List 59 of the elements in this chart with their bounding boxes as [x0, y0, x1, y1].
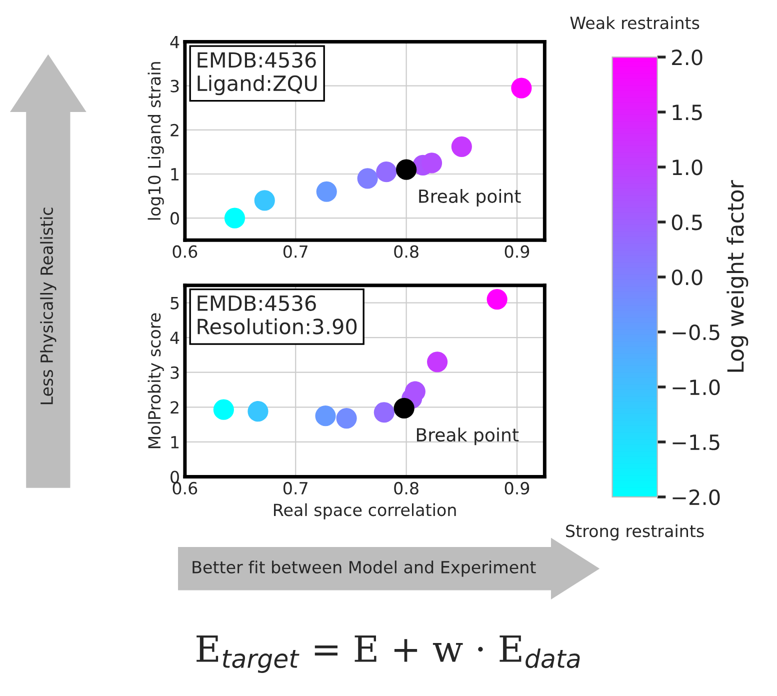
y-tick-label: 4	[170, 332, 180, 344]
point	[254, 190, 275, 211]
color-bar-label: 0.0	[672, 269, 702, 286]
annotation: EMDB:4536 Resolution:3.90	[198, 295, 357, 334]
annotation: EMDB:4536 Ligand:ZQU	[198, 52, 317, 96]
point	[224, 208, 246, 228]
point	[315, 406, 336, 426]
y-tick-label: 1	[171, 168, 179, 180]
point	[394, 398, 414, 419]
y-tick-label: 5	[170, 296, 179, 310]
y-tick-label: 1	[171, 436, 179, 448]
x-tick-label: 0.8	[394, 245, 418, 258]
x-tick-label: 0.6	[172, 245, 198, 258]
text: Strong restraints	[566, 524, 704, 541]
y-tick-label: 0	[170, 470, 179, 484]
y-tick-label: 2	[170, 401, 178, 414]
point	[316, 181, 337, 202]
point	[396, 159, 417, 180]
color-bar-label: 1.0	[672, 159, 702, 176]
color-bar-label: −1.0	[672, 379, 720, 396]
text: Weak restraints	[570, 16, 700, 30]
text: Less Physically Realistic	[40, 208, 56, 404]
point	[451, 136, 472, 157]
x-tick-label: 0.7	[283, 245, 308, 258]
annotation: Break point	[419, 189, 521, 207]
text: Better fit between Model and Experiment	[192, 560, 536, 577]
x-tick-label: 0.9	[504, 482, 530, 495]
text: E$_{target}$ = E + w · E$_{data}$	[196, 635, 580, 673]
y-axis-title: MolProbity score	[148, 313, 164, 448]
color-bar-label: 0.5	[672, 214, 702, 230]
point	[427, 352, 448, 372]
y-tick-label: 0	[170, 212, 179, 225]
point	[421, 152, 442, 174]
point	[357, 168, 378, 189]
point	[336, 408, 357, 429]
point	[213, 399, 234, 420]
color-bar-label: 1.5	[672, 104, 702, 120]
x-tick-label: 0.7	[283, 482, 308, 495]
annotation: Break point	[416, 428, 519, 446]
y-tick-label: 3	[170, 80, 179, 92]
point	[404, 381, 426, 402]
point	[376, 161, 397, 182]
y-tick-label: 2	[170, 124, 178, 136]
x-tick-label: 0.6	[172, 482, 198, 495]
point	[374, 402, 394, 423]
x-tick-label: 0.8	[394, 482, 418, 495]
color-bar-label: −2.0	[672, 489, 720, 506]
point	[248, 401, 268, 422]
y-tick-label: 4	[170, 36, 180, 48]
color-bar-label: −1.5	[672, 434, 720, 450]
x-axis-title: Real space correlation	[274, 503, 456, 520]
x-tick-label: 0.9	[504, 245, 530, 258]
point	[511, 78, 532, 98]
point	[486, 288, 508, 310]
color-bar-label: −0.5	[672, 324, 720, 340]
color-bar-label: 2.0	[672, 50, 702, 66]
color-bar-title: Log weight factor	[726, 180, 748, 372]
y-tick-label: 3	[170, 366, 179, 379]
y-axis-title: log10 Ligand strain	[148, 62, 164, 220]
